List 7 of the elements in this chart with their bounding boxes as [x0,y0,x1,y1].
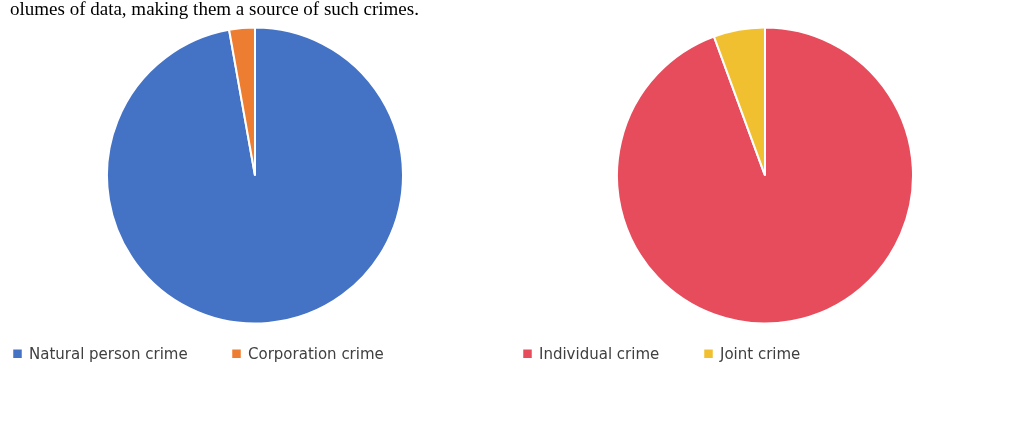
legend-label: Corporation crime [248,344,384,363]
legend-label: Natural person crime [29,344,188,363]
legend-label: Joint crime [719,344,801,363]
text: olumes of data, making them a source of such crimes. [10,0,419,19]
legend-label: Individual crime [539,344,660,363]
pie-slice [106,26,404,325]
pie-slice [616,26,914,325]
